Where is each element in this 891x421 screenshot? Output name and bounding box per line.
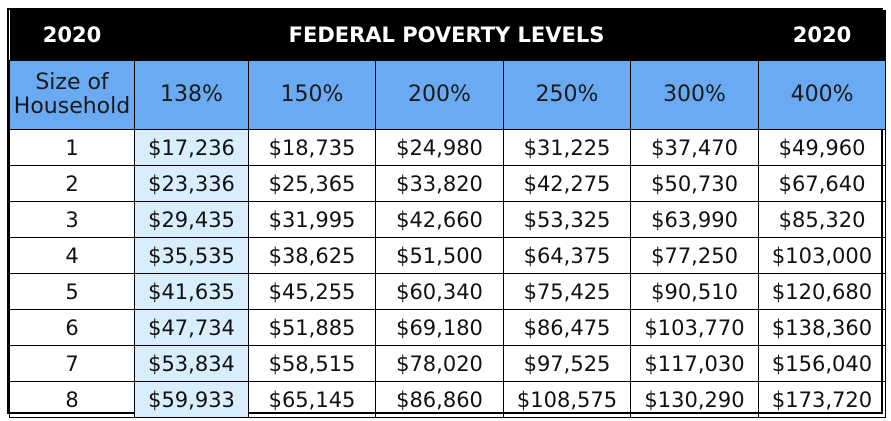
income-cell: $42,660	[375, 201, 504, 238]
income-cell: $64,375	[503, 237, 631, 274]
income-cell: $24,980	[375, 129, 504, 166]
income-cell: $78,020	[375, 345, 504, 382]
table-row: 8 $59,933 $65,145 $86,860 $108,575 $130,290 $1…	[9, 381, 887, 418]
income-cell: $37,470	[629, 129, 760, 166]
income-cell: $103,000	[758, 237, 887, 274]
income-cell: $86,475	[503, 309, 631, 346]
income-cell: $108,575	[503, 381, 631, 418]
income-cell: $50,730	[629, 165, 760, 202]
poverty-table-grid: 2020 FEDERAL POVERTY LEVELS 2020 Size of…	[9, 10, 887, 418]
title-row: 2020 FEDERAL POVERTY LEVELS 2020	[9, 10, 886, 61]
income-cell: $53,834	[134, 345, 249, 382]
header-row: Size of Household 138% 150% 200% 250% 30…	[9, 60, 887, 130]
income-cell: $31,225	[503, 129, 631, 166]
poverty-levels-table: 2020 FEDERAL POVERTY LEVELS 2020 Size of…	[7, 8, 887, 418]
income-cell: $75,425	[503, 273, 631, 310]
income-cell: $103,770	[629, 309, 760, 346]
title-year-left: 2020	[9, 10, 135, 61]
income-cell: $42,275	[503, 165, 631, 202]
income-cell: $117,030	[629, 345, 760, 382]
size-header-line2: Household	[13, 94, 131, 119]
income-cell: $65,145	[248, 381, 376, 418]
percent-header-300: 300%	[629, 60, 760, 130]
income-cell: $77,250	[629, 237, 760, 274]
percent-header-250: 250%	[503, 60, 631, 130]
income-cell: $31,995	[248, 201, 376, 238]
household-size-cell: 4	[9, 237, 135, 274]
income-cell: $45,255	[248, 273, 376, 310]
percent-header-400: 400%	[758, 60, 887, 130]
table-row: 7 $53,834 $58,515 $78,020 $97,525 $117,030 $15…	[9, 345, 887, 382]
income-cell: $23,336	[134, 165, 249, 202]
income-cell: $130,290	[629, 381, 760, 418]
income-cell: $60,340	[375, 273, 504, 310]
income-cell: $38,625	[248, 237, 376, 274]
income-cell: $69,180	[375, 309, 504, 346]
income-cell: $17,236	[134, 129, 249, 166]
income-cell: $51,500	[375, 237, 504, 274]
income-cell: $120,680	[758, 273, 887, 310]
income-cell: $97,525	[503, 345, 631, 382]
income-cell: $138,360	[758, 309, 887, 346]
income-cell: $49,960	[758, 129, 887, 166]
table-row: 3 $29,435 $31,995 $42,660 $53,325 $63,990 $85,…	[9, 201, 887, 238]
income-cell: $53,325	[503, 201, 631, 238]
percent-header-200: 200%	[375, 60, 504, 130]
household-size-cell: 5	[9, 273, 135, 310]
household-size-cell: 3	[9, 201, 135, 238]
table-row: 2 $23,336 $25,365 $33,820 $42,275 $50,730 $67,…	[9, 165, 887, 202]
income-cell: $25,365	[248, 165, 376, 202]
percent-header-150: 150%	[248, 60, 376, 130]
size-of-household-header: Size of Household	[9, 60, 135, 130]
household-size-cell: 1	[9, 129, 135, 166]
income-cell: $156,040	[758, 345, 887, 382]
income-cell: $90,510	[629, 273, 760, 310]
table-row: 5 $41,635 $45,255 $60,340 $75,425 $90,510 $120…	[9, 273, 887, 310]
table-row: 6 $47,734 $51,885 $69,180 $86,475 $103,770 $13…	[9, 309, 887, 346]
percent-header-138: 138%	[134, 60, 249, 130]
table-title: FEDERAL POVERTY LEVELS	[134, 10, 759, 61]
household-size-cell: 7	[9, 345, 135, 382]
income-cell: $33,820	[375, 165, 504, 202]
income-cell: $51,885	[248, 309, 376, 346]
income-cell: $58,515	[248, 345, 376, 382]
household-size-cell: 8	[9, 381, 135, 418]
household-size-cell: 6	[9, 309, 135, 346]
income-cell: $47,734	[134, 309, 249, 346]
table-row: 1 $17,236 $18,735 $24,980 $31,225 $37,470 $49,…	[9, 129, 887, 166]
income-cell: $63,990	[629, 201, 760, 238]
title-year-right: 2020	[758, 10, 886, 61]
size-header-line1: Size of	[35, 69, 109, 95]
income-cell: $41,635	[134, 273, 249, 310]
income-cell: $29,435	[134, 201, 249, 238]
household-size-cell: 2	[9, 165, 135, 202]
income-cell: $173,720	[758, 381, 887, 418]
income-cell: $85,320	[758, 201, 887, 238]
income-cell: $59,933	[134, 381, 249, 418]
income-cell: $86,860	[375, 381, 504, 418]
income-cell: $35,535	[134, 237, 249, 274]
income-cell: $18,735	[248, 129, 376, 166]
table-row: 4 $35,535 $38,625 $51,500 $64,375 $77,250 $103…	[9, 237, 887, 274]
income-cell: $67,640	[758, 165, 887, 202]
